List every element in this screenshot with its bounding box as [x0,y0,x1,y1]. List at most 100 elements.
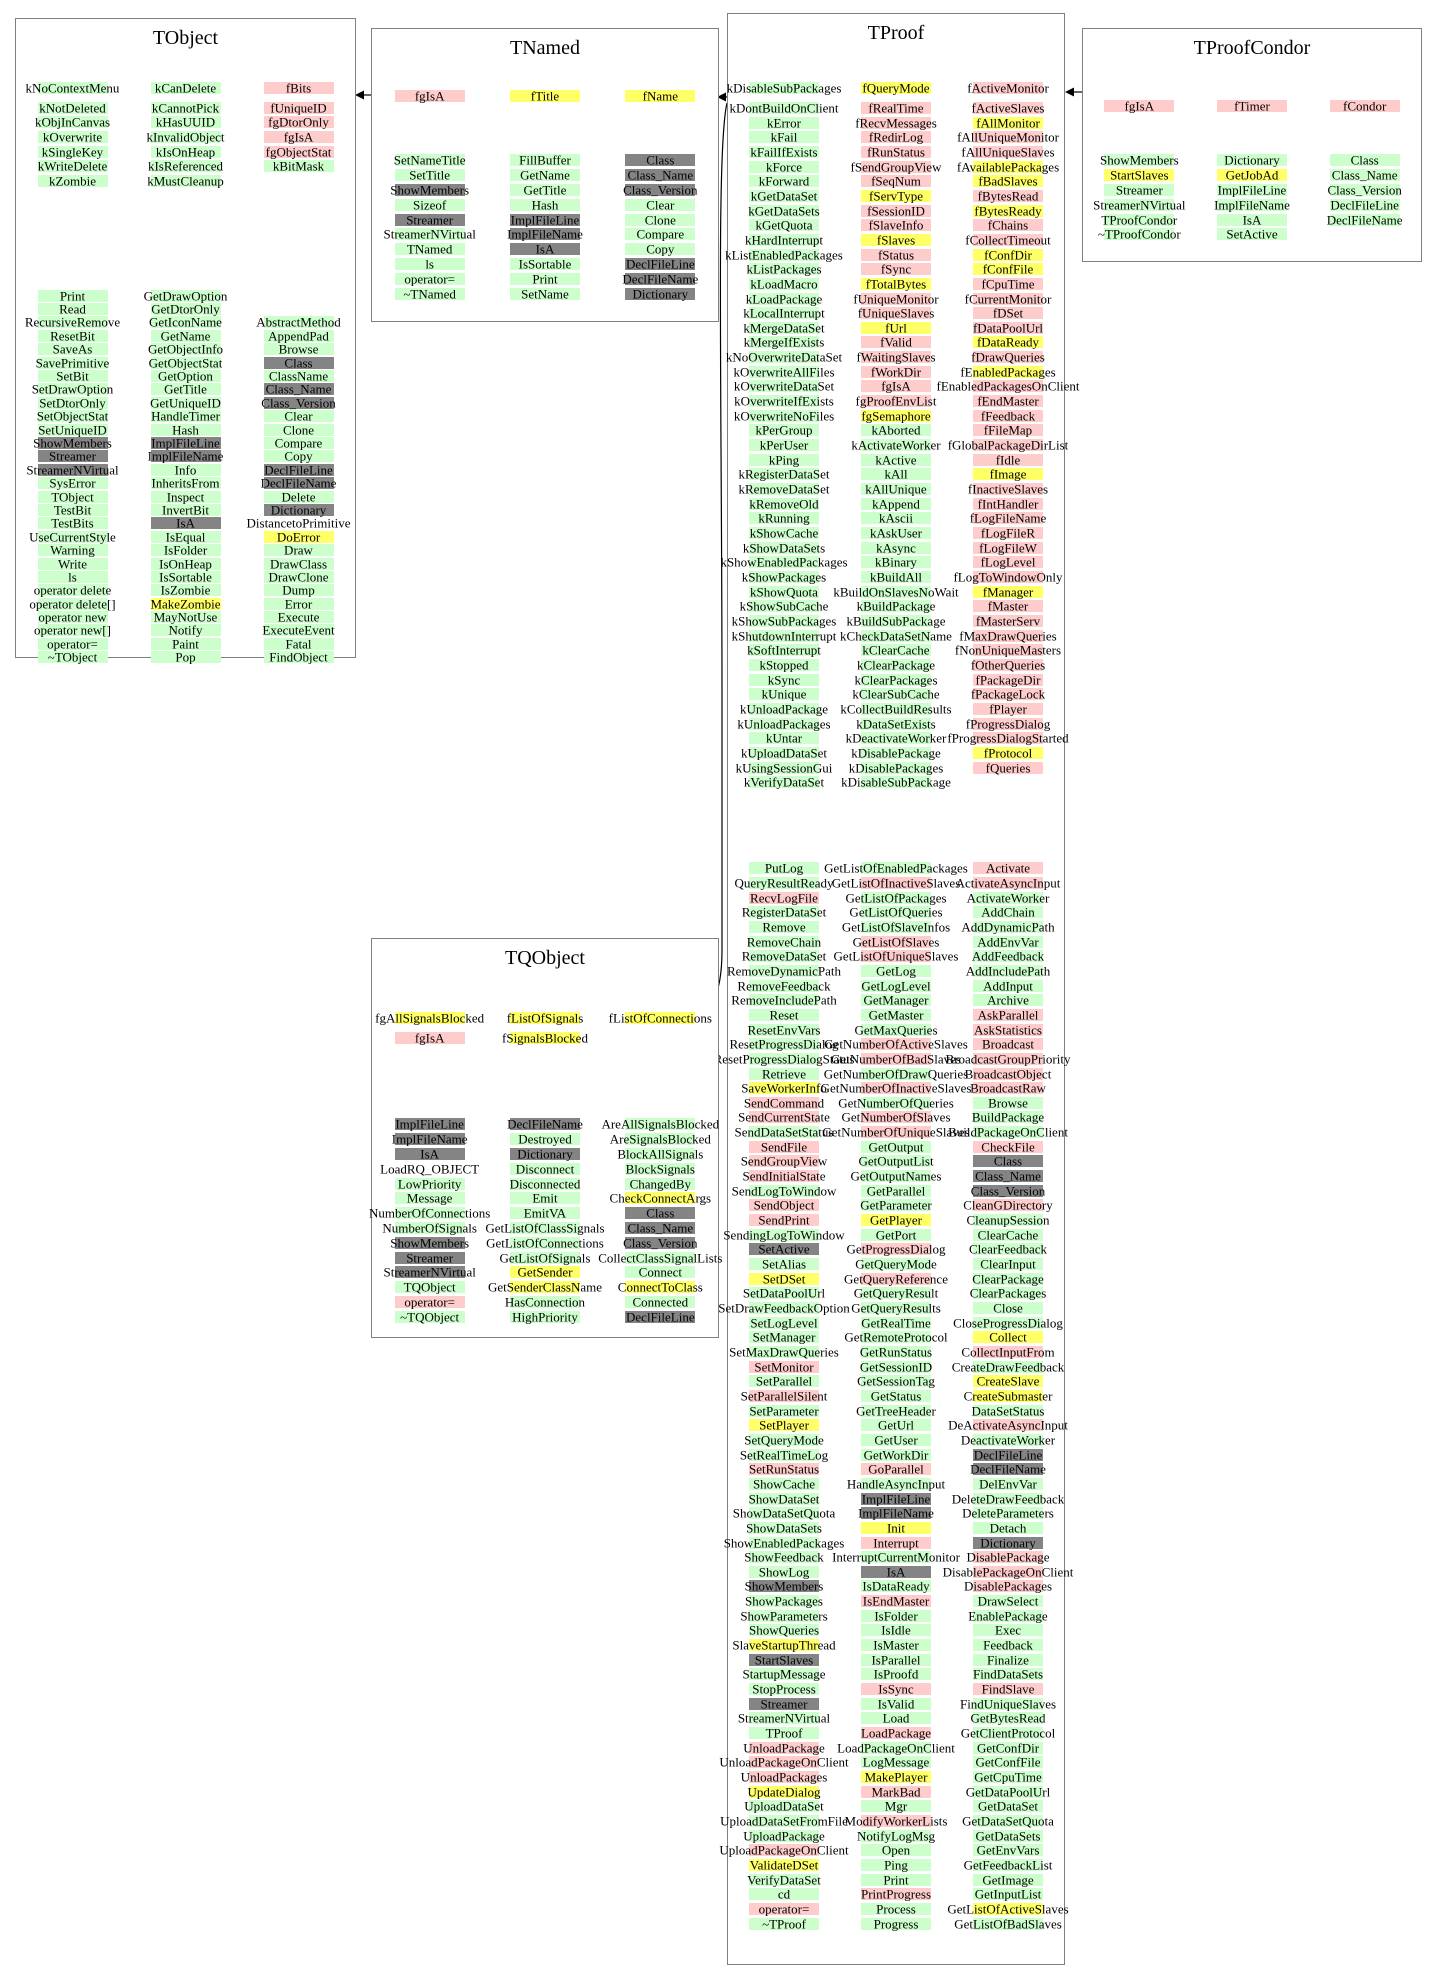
method-GetLog[interactable]: GetLog [861,964,931,977]
field-kDontBuildOnClient[interactable]: kDontBuildOnClient [729,101,838,114]
field-fStatus[interactable]: fStatus [861,248,931,261]
method-Close[interactable]: Close [973,1302,1043,1315]
method-GetName[interactable]: GetName [150,329,221,342]
field-kStopped[interactable]: kStopped [749,658,819,671]
method-UploadPackageOnClient[interactable]: UploadPackageOnClient [719,1844,848,1857]
method-DeclFileLine[interactable]: DeclFileLine [263,463,334,476]
method-DeclFileName[interactable]: DeclFileName [622,272,698,285]
field-kOverwrite[interactable]: kOverwrite [37,131,108,144]
method-RecursiveRemove[interactable]: RecursiveRemove [25,316,120,329]
method-DeleteParameters[interactable]: DeleteParameters [962,1507,1054,1520]
method-GetEnvVars[interactable]: GetEnvVars [973,1844,1043,1857]
field-kFailIfExists[interactable]: kFailIfExists [749,145,819,158]
method-GetConfDir[interactable]: GetConfDir [973,1741,1043,1754]
method-Class[interactable]: Class [625,154,696,167]
method-GetConfFile[interactable]: GetConfFile [973,1756,1043,1769]
method-UnloadPackages[interactable]: UnloadPackages [741,1771,828,1784]
method-Retrieve[interactable]: Retrieve [749,1067,819,1080]
method-GetSessionTag[interactable]: GetSessionTag [857,1375,935,1388]
method-DrawSelect[interactable]: DrawSelect [973,1595,1043,1608]
field-kListPackages[interactable]: kListPackages [746,263,821,276]
field-kAskUser[interactable]: kAskUser [861,527,931,540]
method-ImplFileLine[interactable]: ImplFileLine [1216,183,1287,196]
field-fRealTime[interactable]: fRealTime [861,101,931,114]
field-fGlobalPackageDirList[interactable]: fGlobalPackageDirList [948,439,1069,452]
method-Class[interactable]: Class [973,1155,1043,1168]
method-NotifyLogMsg[interactable]: NotifyLogMsg [857,1829,935,1842]
field-kAll[interactable]: kAll [861,468,931,481]
method-Copy[interactable]: Copy [263,450,334,463]
method-Broadcast[interactable]: Broadcast [973,1038,1043,1051]
method-StreamerNVirtual[interactable]: StreamerNVirtual [383,1266,475,1279]
method-GoParallel[interactable]: GoParallel [861,1463,931,1476]
field-kNoOverwriteDataSet[interactable]: kNoOverwriteDataSet [726,351,842,364]
method-~TNamed[interactable]: ~TNamed [394,287,465,300]
field-kUnique[interactable]: kUnique [749,688,819,701]
method-StreamerNVirtual[interactable]: StreamerNVirtual [383,228,475,241]
field-kRunning[interactable]: kRunning [749,512,819,525]
method-GetTitle[interactable]: GetTitle [150,383,221,396]
method-ExecuteEvent[interactable]: ExecuteEvent [262,624,334,637]
method-RegisterDataSet[interactable]: RegisterDataSet [742,906,826,919]
method-IsA[interactable]: IsA [394,1147,465,1160]
method-ShowPackages[interactable]: ShowPackages [745,1595,823,1608]
method-InheritsFrom[interactable]: InheritsFrom [150,477,221,490]
field-kShowCache[interactable]: kShowCache [749,527,819,540]
field-fSlaveInfo[interactable]: fSlaveInfo [861,219,931,232]
method-FindDataSets[interactable]: FindDataSets [973,1668,1043,1681]
field-fDSet[interactable]: fDSet [973,307,1043,320]
method-HighPriority[interactable]: HighPriority [509,1310,580,1323]
field-kIsOnHeap[interactable]: kIsOnHeap [150,145,221,158]
field-kBuildSubPackage[interactable]: kBuildSubPackage [847,614,946,627]
method-Class_Version[interactable]: Class_Version [1327,183,1401,196]
method-Browse[interactable]: Browse [973,1096,1043,1109]
field-kPerGroup[interactable]: kPerGroup [749,424,819,437]
field-kRegisterDataSet[interactable]: kRegisterDataSet [739,468,830,481]
field-fSignalsBlocked[interactable]: fSignalsBlocked [502,1032,588,1045]
method-ActivateWorker[interactable]: ActivateWorker [967,891,1050,904]
field-kShowQuota[interactable]: kShowQuota [749,585,819,598]
method-ActivateAsyncInput[interactable]: ActivateAsyncInput [956,876,1061,889]
field-fQueries[interactable]: fQueries [973,761,1043,774]
field-kForce[interactable]: kForce [749,160,819,173]
method-GetNumberOfQueries[interactable]: GetNumberOfQueries [838,1096,954,1109]
method-GetFeedbackList[interactable]: GetFeedbackList [964,1858,1053,1871]
method-FindUniqueSlaves[interactable]: FindUniqueSlaves [960,1697,1056,1710]
method-ClearInput[interactable]: ClearInput [973,1258,1043,1271]
field-fAllUniqueSlaves[interactable]: fAllUniqueSlaves [961,145,1054,158]
field-fProgressDialog[interactable]: fProgressDialog [966,717,1051,730]
method-IsOnHeap[interactable]: IsOnHeap [150,557,221,570]
field-fEnabledPackagesOnClient[interactable]: fEnabledPackagesOnClient [937,380,1080,393]
field-fgDtorOnly[interactable]: fgDtorOnly [263,116,334,129]
method-Dictionary[interactable]: Dictionary [1216,154,1287,167]
field-fFileMap[interactable]: fFileMap [973,424,1043,437]
method-ClearPackages[interactable]: ClearPackages [970,1287,1047,1300]
field-fManager[interactable]: fManager [973,585,1043,598]
method-StartSlaves[interactable]: StartSlaves [749,1653,819,1666]
method-ConnectToClass[interactable]: ConnectToClass [618,1281,703,1294]
method-Dump[interactable]: Dump [263,584,334,597]
method-CollectClassSignalLists[interactable]: CollectClassSignalLists [598,1251,722,1264]
method-SetParallelSilent[interactable]: SetParallelSilent [741,1389,828,1402]
method-QueryResultReady[interactable]: QueryResultReady [735,876,834,889]
field-fImage[interactable]: fImage [973,468,1043,481]
field-fgIsA[interactable]: fgIsA [861,380,931,393]
method-GetClientProtocol[interactable]: GetClientProtocol [961,1727,1056,1740]
method-Class_Name[interactable]: Class_Name [1329,169,1400,182]
method-Collect[interactable]: Collect [973,1331,1043,1344]
field-kDataSetExists[interactable]: kDataSetExists [856,717,935,730]
field-fLogToWindowOnly[interactable]: fLogToWindowOnly [953,570,1062,583]
method-TProofCondor[interactable]: TProofCondor [1101,213,1177,226]
method-GetWorkDir[interactable]: GetWorkDir [861,1448,931,1461]
method-GetCpuTime[interactable]: GetCpuTime [973,1771,1043,1784]
method-LowPriority[interactable]: LowPriority [394,1177,465,1190]
method-ShowMembers[interactable]: ShowMembers [745,1580,824,1593]
method-ImplFileName[interactable]: ImplFileName [507,228,583,241]
method-IsSortable[interactable]: IsSortable [509,257,580,270]
method-MarkBad[interactable]: MarkBad [861,1785,931,1798]
field-kPing[interactable]: kPing [749,453,819,466]
method-Print[interactable]: Print [509,272,580,285]
method-Class_Name[interactable]: Class_Name [625,169,696,182]
method-Inspect[interactable]: Inspect [150,490,221,503]
field-fConfFile[interactable]: fConfFile [973,263,1043,276]
